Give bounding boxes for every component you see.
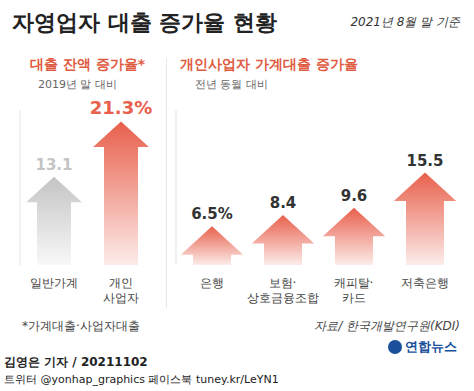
html-text:2019년 말 대비: 2019년 말 대비 <box>38 78 117 91</box>
svg-text:캐피탈·카드: 캐피탈·카드 <box>334 276 374 305</box>
svg-text:21.3%: 21.3% <box>90 97 152 118</box>
svg-text:개인사업자: 개인사업자 <box>103 276 139 305</box>
html-text:트위터 @yonhap_graphics 페이스북 tune: 트위터 @yonhap_graphics 페이스북 tuney.kr/LeYN1 <box>4 373 279 386</box>
svg-text:8.4: 8.4 <box>270 194 297 212</box>
svg-text:일반가계: 일반가계 <box>30 276 78 290</box>
svg-text:6.5%: 6.5% <box>191 205 233 223</box>
svg-text:13.1: 13.1 <box>35 156 72 174</box>
html-text:대출 잔액 증가율*: 대출 잔액 증가율* <box>30 56 146 72</box>
html-text:연합뉴스: 연합뉴스 <box>405 339 457 354</box>
svg-text:15.5: 15.5 <box>406 152 443 170</box>
svg-text:9.6: 9.6 <box>341 187 368 205</box>
html-text:2021년 8월 말 기준: 2021년 8월 말 기준 <box>350 15 460 29</box>
svg-text:은행: 은행 <box>200 276 224 290</box>
html-text:자료/ 한국개발연구원(KDI): 자료/ 한국개발연구원(KDI) <box>314 319 460 333</box>
html-text:전년 동월 대비: 전년 동월 대비 <box>195 78 268 91</box>
svg-text:저축은행: 저축은행 <box>401 276 449 290</box>
html-text:자영업자 대출 증가율 현황: 자영업자 대출 증가율 현황 <box>12 10 277 35</box>
html-text:김영은 기자 / 20211102: 김영은 기자 / 20211102 <box>4 355 148 369</box>
html-text:개인사업자 가계대출 증가율: 개인사업자 가계대출 증가율 <box>180 56 358 72</box>
svg-text:보험·상호금융조합: 보험·상호금융조합 <box>247 276 319 305</box>
html-text:*가계대출·사업자대출: *가계대출·사업자대출 <box>22 319 140 333</box>
